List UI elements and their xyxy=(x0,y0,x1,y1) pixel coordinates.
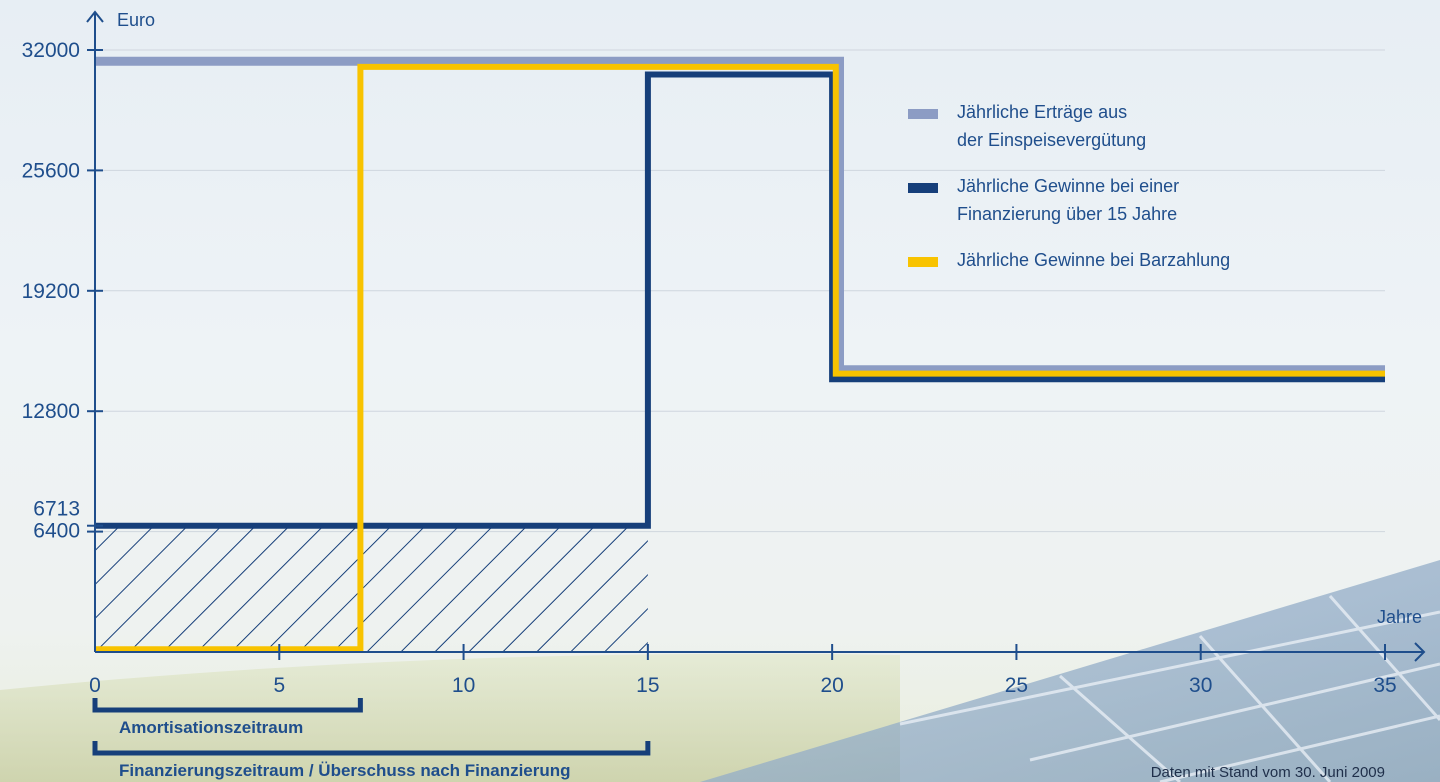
legend-label: Jährliche Erträge aus xyxy=(957,102,1127,122)
x-ticks: 0 5 10 15 20 25 30 35 xyxy=(89,644,1397,697)
series-line-2 xyxy=(95,71,1385,529)
y-axis-arrow-icon xyxy=(86,10,104,23)
legend-label: der Einspeisevergütung xyxy=(957,130,1146,150)
legend-swatch xyxy=(908,183,938,193)
x-tick-label: 15 xyxy=(636,674,659,697)
bracket xyxy=(92,698,363,713)
legend-label: Finanzierung über 15 Jahre xyxy=(957,204,1177,224)
y-tick-label: 25600 xyxy=(22,159,80,182)
y-axis-title: Euro xyxy=(117,10,155,30)
x-tick-label: 0 xyxy=(89,674,101,697)
series-lines xyxy=(95,56,1385,653)
y-tick-label: 6400 xyxy=(33,520,80,543)
y-tick-label: 6713 xyxy=(33,498,80,521)
series-line-3 xyxy=(95,63,1385,653)
bracket xyxy=(92,741,651,756)
x-axis-arrow-icon xyxy=(1414,642,1426,662)
series-line-1 xyxy=(95,56,1385,375)
legend-swatch xyxy=(908,109,938,119)
x-axis: 0 5 10 15 20 25 30 35 Jahre xyxy=(89,607,1426,697)
legend-swatch xyxy=(908,257,938,267)
y-tick-label: 19200 xyxy=(22,280,80,303)
x-tick-label: 35 xyxy=(1373,674,1396,697)
legend: Jährliche Erträge aus der Einspeisevergüt… xyxy=(908,102,1230,270)
gridlines xyxy=(95,49,1385,533)
legend-label: Jährliche Gewinne bei einer xyxy=(957,176,1179,196)
y-tick-label: 32000 xyxy=(22,39,80,62)
x-tick-label: 5 xyxy=(273,674,285,697)
x-tick-label: 10 xyxy=(452,674,475,697)
bracket-label: Finanzierungszeitraum / Überschuss nach … xyxy=(119,761,571,780)
bracket-label: Amortisationszeitraum xyxy=(119,718,303,737)
x-tick-label: 25 xyxy=(1005,674,1028,697)
y-tick-label: 12800 xyxy=(22,400,80,423)
source-note: Daten mit Stand vom 30. Juni 2009 xyxy=(1151,764,1385,781)
hatched-area xyxy=(95,525,648,652)
x-tick-label: 20 xyxy=(820,674,843,697)
x-axis-title: Jahre xyxy=(1377,607,1422,627)
period-brackets: Amortisationszeitraum Finanzierungszeitra… xyxy=(92,698,651,780)
legend-label: Jährliche Gewinne bei Barzahlung xyxy=(957,250,1230,270)
x-tick-label: 30 xyxy=(1189,674,1212,697)
